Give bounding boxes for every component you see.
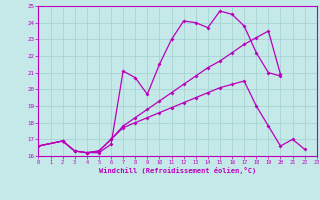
X-axis label: Windchill (Refroidissement éolien,°C): Windchill (Refroidissement éolien,°C): [99, 167, 256, 174]
